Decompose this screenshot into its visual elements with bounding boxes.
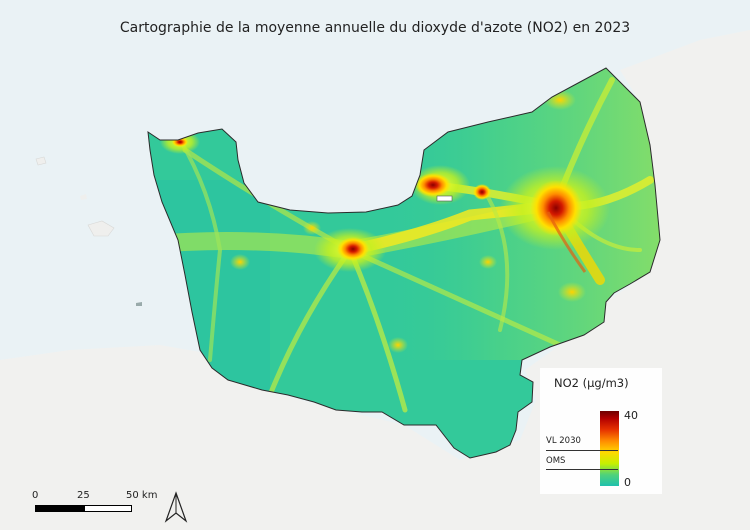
- threshold-label-vl2030: VL 2030: [546, 436, 581, 446]
- north-arrow-icon: [164, 491, 188, 523]
- scale-label-0: 0: [32, 490, 39, 501]
- legend: NO2 (µg/m3) 40 0 VL 2030 OMS: [540, 368, 662, 494]
- map-title: Cartographie de la moyenne annuelle du d…: [119, 20, 631, 36]
- legend-max-label: 40: [624, 409, 638, 422]
- scale-bar: 0 25 50 km: [30, 490, 180, 520]
- threshold-line-vl2030: [546, 450, 618, 451]
- legend-title: NO2 (µg/m3): [554, 376, 629, 390]
- scale-segment-white: [84, 505, 132, 512]
- legend-min-label: 0: [624, 476, 631, 489]
- scale-label-50: 50 km: [126, 490, 158, 501]
- threshold-line-oms: [546, 469, 618, 470]
- color-ramp: [600, 411, 619, 486]
- threshold-label-oms: OMS: [546, 456, 566, 466]
- scale-segment-black: [35, 505, 85, 512]
- scale-label-25: 25: [77, 490, 90, 501]
